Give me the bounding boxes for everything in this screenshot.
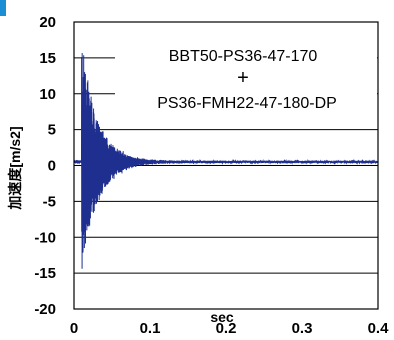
x-tick-labels: 0 0.1 0.2 0.3 0.4 — [70, 320, 389, 337]
y-tick-label: -5 — [43, 193, 56, 210]
x-tick-label: 0.1 — [140, 320, 161, 337]
annotation-plus: + — [237, 67, 249, 89]
y-tick-label: -15 — [34, 265, 56, 282]
annotation-box: BBT50-PS36-47-170 + PS36-FMH22-47-180-DP — [115, 37, 377, 119]
corner-accent — [0, 0, 6, 16]
x-tick-label: 0.4 — [368, 320, 390, 337]
x-axis-title: sec — [210, 309, 234, 325]
series-waveform — [73, 52, 379, 269]
y-tick-labels: 20 15 10 5 0 -5 -10 -15 -20 — [34, 14, 56, 318]
y-tick-label: 10 — [39, 86, 56, 103]
x-tick-label: 0.3 — [292, 320, 313, 337]
y-tick-label: 15 — [39, 50, 56, 67]
series-line — [73, 52, 379, 269]
annotation-background — [115, 37, 377, 119]
annotation-line-2: PS36-FMH22-47-180-DP — [157, 95, 337, 112]
annotation-line-1: BBT50-PS36-47-170 — [169, 48, 318, 65]
y-tick-label: 0 — [48, 158, 56, 175]
x-tick-label: 0 — [70, 320, 78, 337]
y-axis-title: 加速度[m/s2] — [7, 126, 23, 210]
y-tick-label: -20 — [34, 301, 56, 318]
y-tick-label: 20 — [39, 14, 56, 31]
y-tick-label: -10 — [34, 229, 56, 246]
y-tick-label: 5 — [48, 122, 56, 139]
x-tick-label: 0.2 — [216, 320, 237, 337]
plot-frame — [73, 21, 379, 310]
